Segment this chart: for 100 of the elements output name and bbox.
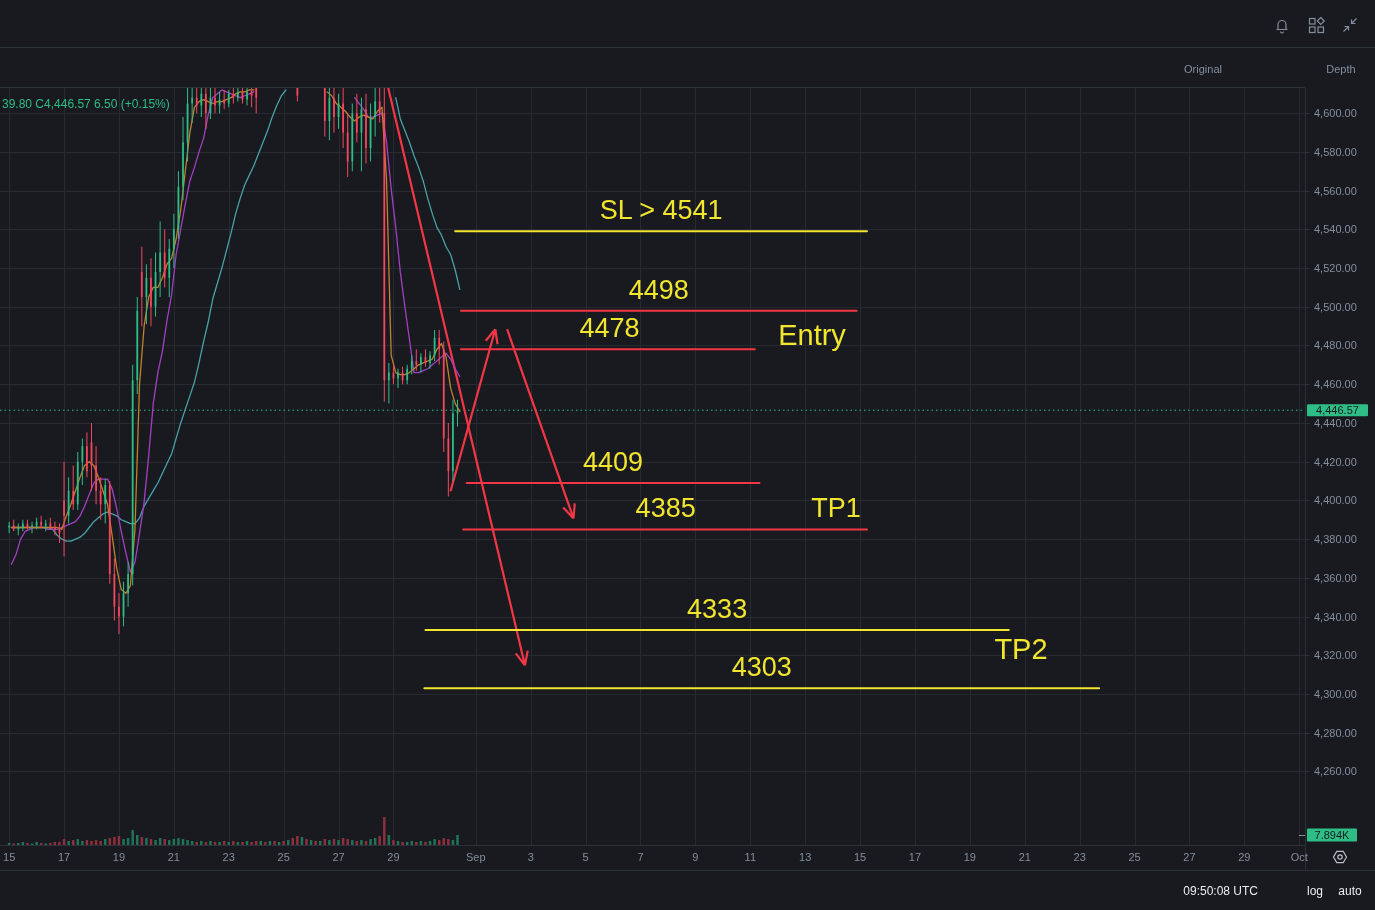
bar	[17, 842, 20, 845]
text: auto	[1338, 884, 1362, 898]
x-tick-label: 15	[3, 851, 16, 863]
annotation: TP1	[811, 493, 861, 524]
x-tick-label: 19	[112, 851, 126, 863]
bar	[122, 839, 125, 845]
x-tick-label: 17	[57, 851, 71, 863]
bar	[410, 840, 413, 845]
text: 09:50:08 UTC	[1183, 884, 1259, 898]
x-tick-label: 25	[1128, 851, 1141, 863]
y-tick-label: 4,360.00	[1314, 571, 1357, 584]
x-tick-label: 3	[527, 851, 534, 863]
ref-line-label: 4,446.57	[1316, 404, 1359, 417]
y-tick-label: 4,500.00	[1314, 300, 1357, 313]
bar	[49, 842, 52, 845]
y-tick-label: 4,340.00	[1314, 610, 1357, 623]
bar	[415, 841, 418, 845]
bar	[296, 836, 299, 845]
bar	[186, 840, 189, 845]
bar	[351, 840, 354, 845]
bar	[209, 840, 212, 845]
bar	[328, 840, 331, 845]
bar	[318, 840, 322, 845]
bar	[135, 835, 139, 845]
text: Depth	[1326, 63, 1356, 75]
bar	[232, 840, 235, 845]
bar	[163, 839, 166, 845]
annotation: 39.80 C4,446.57 6.50 (+0.15%)	[2, 97, 170, 111]
bar	[378, 836, 381, 845]
bar	[282, 840, 285, 845]
bar	[227, 841, 231, 845]
y2-tick-label: 7.894K	[1314, 829, 1351, 842]
text: Original	[1184, 63, 1222, 75]
bar	[250, 841, 253, 845]
x-tick-label: 7	[637, 851, 644, 863]
annotation: 4303	[731, 652, 792, 683]
bar	[35, 841, 38, 845]
x-tick-label: 19	[963, 851, 977, 863]
y-tick-label: 4,540.00	[1314, 223, 1357, 236]
bar	[90, 840, 93, 845]
annotation: 4385	[635, 493, 696, 524]
x-tick-label: 11	[744, 851, 756, 863]
bar	[131, 830, 134, 845]
bar	[58, 841, 61, 845]
y-tick-label: 4,600.00	[1314, 107, 1357, 120]
y-tick-label: 4,480.00	[1314, 339, 1357, 352]
x-tick-label: 23	[222, 851, 235, 863]
x-tick-label: 27	[1183, 851, 1196, 863]
bar	[360, 840, 363, 845]
bar	[26, 842, 29, 845]
x-tick-label: Sep	[466, 851, 486, 863]
bar	[456, 835, 459, 845]
x-tick-label: 29	[1238, 851, 1251, 863]
x-tick-label: 21	[1018, 851, 1031, 863]
x-tick-label: Oct	[1290, 851, 1308, 863]
bar	[200, 840, 203, 845]
bar	[392, 840, 395, 845]
bar	[346, 839, 349, 845]
y-tick-label: 4,260.00	[1314, 765, 1357, 778]
candlestick	[63, 461, 65, 557]
y-tick-label: 4,280.00	[1314, 726, 1357, 739]
annotation: 4498	[628, 274, 689, 305]
annotation: 4409	[583, 446, 644, 477]
y-tick-label: 4,400.00	[1314, 494, 1357, 507]
bar	[67, 840, 70, 845]
annotation: 4333	[687, 594, 748, 625]
y-tick-label: 4,580.00	[1314, 145, 1357, 158]
bar	[113, 837, 116, 845]
bar	[433, 839, 436, 845]
x-tick-label: 23	[1073, 851, 1086, 863]
x-tick-label: 27	[332, 851, 345, 863]
annotation: 4478	[579, 313, 640, 344]
bar	[241, 841, 244, 845]
y-tick-label: 4,320.00	[1314, 649, 1357, 662]
bar	[424, 841, 427, 845]
y-tick-label: 4,560.00	[1314, 184, 1357, 197]
y-tick-label: 4,380.00	[1314, 533, 1357, 546]
annotation: TP2	[994, 633, 1048, 665]
x-tick-label: 9	[692, 851, 699, 863]
y-tick-label: 4,440.00	[1314, 416, 1357, 429]
bar	[273, 840, 276, 845]
bar	[99, 840, 102, 845]
bar	[177, 838, 180, 845]
bar	[154, 840, 157, 845]
y-tick-label: 4,420.00	[1314, 455, 1357, 468]
annotation: SL > 4541	[599, 195, 723, 226]
bar	[264, 841, 267, 845]
candlestick	[415, 349, 418, 371]
x-tick-label: 13	[799, 851, 812, 863]
x-tick-label: 25	[277, 851, 290, 863]
x-tick-label: 21	[167, 851, 180, 863]
bar	[81, 840, 84, 845]
bar	[314, 840, 317, 845]
y-tick-label: 4,460.00	[1314, 378, 1357, 391]
x-tick-label: 5	[582, 851, 589, 863]
bar	[401, 841, 404, 845]
bar	[305, 839, 308, 845]
text: log	[1306, 884, 1324, 898]
bar	[447, 839, 450, 845]
bar	[337, 840, 340, 845]
